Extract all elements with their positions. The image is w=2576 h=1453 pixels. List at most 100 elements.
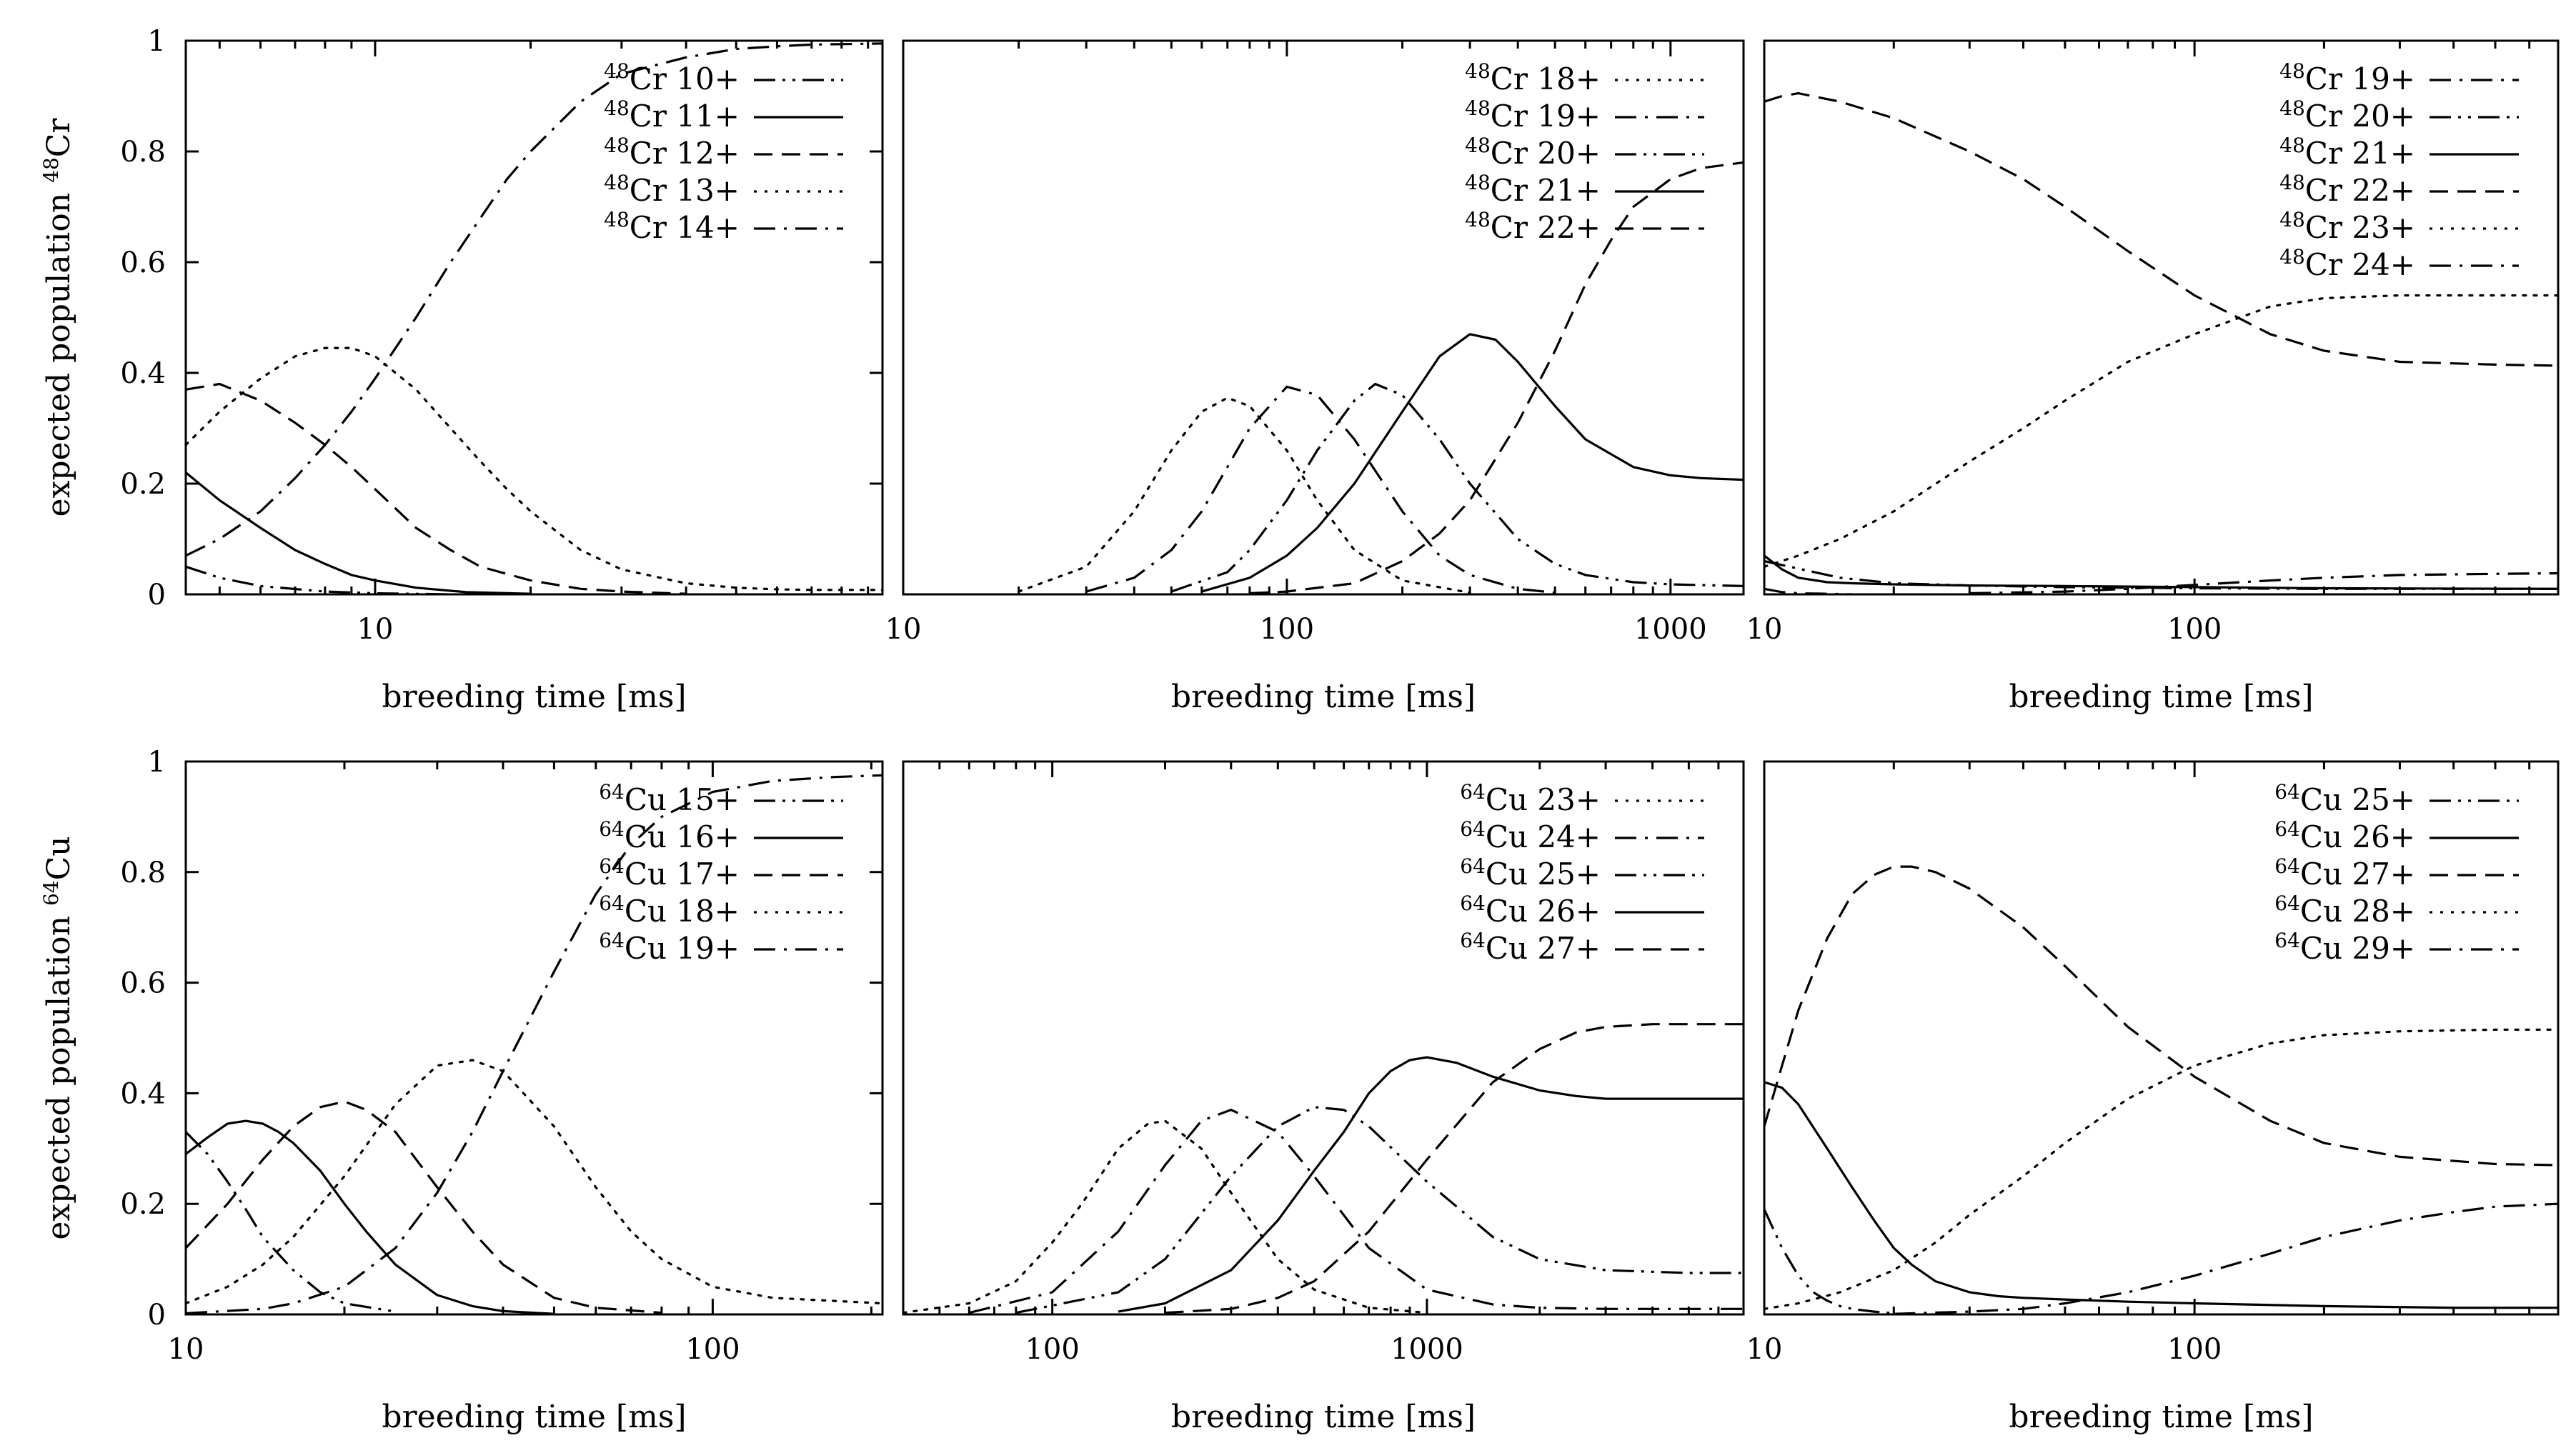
y-tick-label: 0.6 bbox=[120, 246, 166, 279]
legend-label: 48Cr 12+ bbox=[604, 134, 740, 171]
plot-frame bbox=[902, 39, 1745, 596]
series-line-cr-20- bbox=[1170, 382, 1744, 593]
series-line-cr-18- bbox=[1018, 396, 1471, 594]
legend-label: 64Cu 26+ bbox=[2274, 817, 2415, 854]
legend-label: 48Cr 19+ bbox=[2279, 59, 2415, 96]
series-line-cr-13- bbox=[184, 346, 884, 591]
series-line-cu-19- bbox=[185, 774, 883, 1315]
plot-frame bbox=[1763, 39, 2560, 596]
legend-label: 48Cr 11+ bbox=[604, 96, 740, 134]
legend-label: 64Cu 25+ bbox=[1460, 854, 1601, 892]
panel-bottom-middle: 100 1000 breeding time [ms] 64Cu 23+64Cu 24… bbox=[902, 760, 1745, 1435]
series-line-cu-27- bbox=[1763, 865, 2559, 1167]
legend: 48Cr 18+48Cr 19+48Cr 20+48Cr 21+48Cr 22+ bbox=[1465, 59, 1704, 245]
plot-frame bbox=[902, 760, 1745, 1316]
series-line-cr-19- bbox=[1085, 385, 1556, 594]
y-tick-label: 0.8 bbox=[120, 857, 166, 889]
series-line-cr-23- bbox=[1763, 294, 2560, 568]
y-axis-label-text: expected population 64Cu bbox=[39, 836, 77, 1239]
legend-label: 48Cr 23+ bbox=[2279, 208, 2415, 245]
series-line-cu-25- bbox=[1763, 1209, 1894, 1315]
series-line-cu-28- bbox=[1763, 1028, 2560, 1310]
panel-top-left: 0 0.2 0.4 0.6 0.8 1 10 breeding time [ms] expect… bbox=[39, 25, 884, 715]
plot-frame bbox=[184, 39, 884, 596]
legend: 64Cu 15+64Cu 16+64Cu 17+64Cu 18+64Cu 19+ bbox=[599, 780, 843, 966]
series-line-cr-21- bbox=[1764, 554, 2559, 590]
y-tick-label: 0.8 bbox=[120, 136, 166, 169]
y-tick-label: 0 bbox=[148, 579, 166, 611]
plot-frame bbox=[184, 760, 884, 1316]
plot-frame bbox=[1763, 760, 2560, 1316]
legend-label: 48Cr 10+ bbox=[604, 59, 740, 96]
x-tick-label: 10 bbox=[1746, 613, 1783, 646]
legend-label: 48Cr 20+ bbox=[2279, 96, 2415, 134]
series-line-cr-12- bbox=[185, 382, 687, 595]
legend-label: 64Cu 17+ bbox=[599, 854, 740, 892]
legend: 48Cr 19+48Cr 20+48Cr 21+48Cr 22+48Cr 23+… bbox=[2279, 59, 2519, 282]
x-tick-label: 10 bbox=[357, 613, 393, 646]
legend-label: 64Cu 16+ bbox=[599, 817, 740, 854]
legend-label: 64Cu 23+ bbox=[1460, 780, 1601, 817]
legend: 48Cr 10+48Cr 11+48Cr 12+48Cr 13+48Cr 14+ bbox=[604, 59, 843, 245]
legend-label: 64Cu 26+ bbox=[1460, 892, 1601, 929]
x-tick-label: 100 bbox=[685, 1333, 740, 1366]
legend-label: 64Cu 15+ bbox=[599, 780, 740, 817]
legend-label: 64Cu 24+ bbox=[1460, 817, 1601, 854]
x-tick-label: 1000 bbox=[1634, 613, 1707, 646]
series-line-cr-22- bbox=[1249, 161, 1744, 595]
series-line-cu-27- bbox=[1165, 1023, 1744, 1314]
x-tick-label: 100 bbox=[1260, 613, 1314, 646]
legend-label: 48Cr 24+ bbox=[2279, 245, 2415, 282]
series-line-cu-25- bbox=[1015, 1106, 1744, 1314]
y-tick-label: 0.4 bbox=[120, 1077, 166, 1110]
x-axis-label: breeding time [ms] bbox=[2009, 1399, 2313, 1435]
x-axis-label: breeding time [ms] bbox=[382, 1399, 686, 1435]
series-line-cr-24- bbox=[1969, 571, 2559, 595]
legend-label: 48Cr 21+ bbox=[2279, 134, 2415, 171]
legend-label: 64Cu 18+ bbox=[599, 892, 740, 929]
x-axis-label: breeding time [ms] bbox=[382, 679, 686, 715]
series-line-cu-16- bbox=[185, 1119, 555, 1315]
x-axis-label: breeding time [ms] bbox=[1171, 679, 1476, 715]
series-line-cr-14- bbox=[185, 42, 883, 557]
legend: 64Cu 23+64Cu 24+64Cu 25+64Cu 26+64Cu 27+ bbox=[1460, 780, 1704, 966]
series-line-cu-18- bbox=[184, 1059, 884, 1305]
series-line-cu-24- bbox=[968, 1109, 1744, 1314]
series-line-cu-17- bbox=[184, 1100, 662, 1314]
legend-label: 48Cr 18+ bbox=[1465, 59, 1601, 96]
x-tick-label: 1000 bbox=[1391, 1333, 1463, 1366]
y-tick-label: 0.4 bbox=[120, 357, 166, 390]
x-axis-label: breeding time [ms] bbox=[1171, 1399, 1476, 1435]
x-tick-label: 100 bbox=[2167, 613, 2222, 646]
y-tick-label: 0 bbox=[148, 1299, 166, 1332]
y-axis-label: expected population 64Cu bbox=[39, 836, 77, 1239]
legend-label: 64Cu 19+ bbox=[599, 929, 740, 966]
y-tick-label: 0.6 bbox=[120, 967, 166, 1000]
legend-label: 64Cu 28+ bbox=[2274, 892, 2415, 929]
x-tick-label: 100 bbox=[2167, 1333, 2222, 1366]
x-tick-label: 10 bbox=[885, 613, 922, 646]
legend-label: 64Cu 27+ bbox=[2274, 854, 2415, 892]
legend-label: 48Cr 21+ bbox=[1465, 171, 1601, 208]
legend-label: 64Cu 27+ bbox=[1460, 929, 1601, 966]
legend-label: 48Cr 22+ bbox=[1465, 208, 1601, 245]
legend-label: 48Cr 20+ bbox=[1465, 134, 1601, 171]
legend-label: 64Cu 29+ bbox=[2274, 929, 2415, 966]
y-tick-label: 1 bbox=[148, 25, 166, 58]
legend-label: 48Cr 14+ bbox=[604, 208, 740, 245]
series-line-cr-22- bbox=[1764, 92, 2559, 367]
panel-bottom-left: 0 0.2 0.4 0.6 0.8 1 10 100 breeding time [ms] exp… bbox=[39, 746, 884, 1435]
series-line-cr-10- bbox=[185, 565, 451, 596]
x-tick-label: 10 bbox=[1746, 1333, 1783, 1366]
series-line-cu-29- bbox=[1894, 1202, 2559, 1315]
series-line-cu-26- bbox=[1764, 1081, 2558, 1309]
y-tick-label: 0.2 bbox=[120, 468, 166, 501]
legend-label: 64Cu 25+ bbox=[2274, 780, 2415, 817]
legend: 64Cu 25+64Cu 26+64Cu 27+64Cu 28+64Cu 29+ bbox=[2274, 780, 2519, 966]
series-line-cr-11- bbox=[184, 471, 531, 595]
x-tick-label: 100 bbox=[1025, 1333, 1079, 1366]
y-axis-label-text: expected population 48Cr bbox=[39, 118, 77, 517]
series-line-cu-23- bbox=[902, 1119, 1428, 1314]
